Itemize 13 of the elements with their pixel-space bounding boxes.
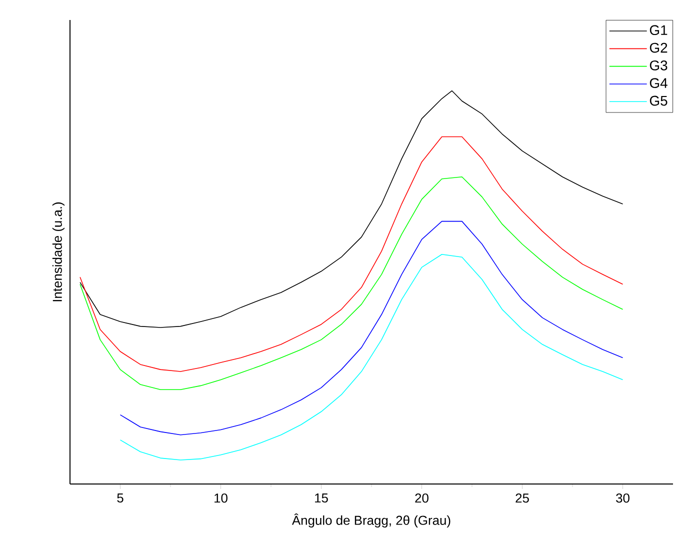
x-tick-label: 15 [315,494,328,503]
x-tick-label: 25 [516,493,529,503]
x-tick-label: 20 [415,493,428,503]
y-axis-title: Intensidade (u.a.) [52,202,64,302]
x-axis-title: Ângulo de Bragg, 2θ (Grau) [292,513,450,528]
legend-label: G5 [650,96,668,106]
x-tick-label: 30 [616,493,630,503]
x-tick-label: 5 [117,494,124,503]
legend-label: G4 [650,78,668,88]
legend-label: G2 [650,42,668,53]
legend-label: G1 [650,25,668,36]
legend-label: G3 [650,60,668,70]
x-tick-label: 10 [214,493,228,503]
